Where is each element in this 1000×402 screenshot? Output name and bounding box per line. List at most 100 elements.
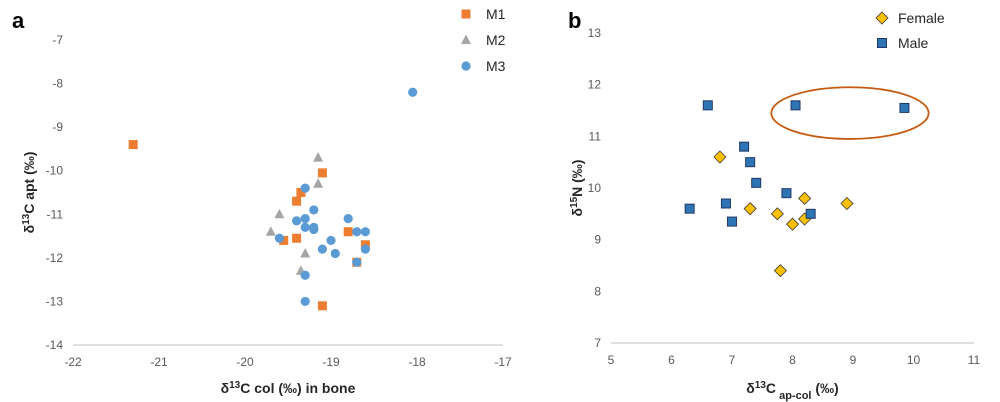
data-point	[727, 216, 737, 227]
panel-label: a	[12, 8, 25, 33]
data-point	[773, 264, 787, 278]
x-tick-label: 6	[668, 353, 675, 367]
panel-label: b	[568, 8, 581, 33]
series-male	[684, 100, 910, 227]
legend-marker	[461, 61, 471, 71]
y-tick-label: 7	[594, 336, 601, 350]
x-tick-label: -21	[150, 355, 168, 369]
x-tick-label: -20	[236, 355, 254, 369]
data-point	[343, 227, 353, 237]
data-point	[292, 216, 302, 226]
data-point	[313, 178, 324, 188]
data-point	[745, 157, 756, 168]
y-tick-label: 12	[588, 78, 602, 92]
axis-title-part: C apt (‰)	[21, 152, 37, 214]
data-point	[790, 100, 801, 111]
x-tick-label: -17	[494, 355, 512, 369]
data-point	[309, 224, 319, 235]
data-point	[313, 152, 324, 162]
data-point	[713, 150, 727, 164]
legend-marker	[877, 38, 887, 48]
data-point	[300, 214, 310, 224]
data-point	[317, 168, 327, 178]
y-tick-label: 11	[589, 129, 602, 143]
y-tick-label: -12	[46, 251, 64, 265]
axis-title-part: 13	[229, 380, 241, 391]
data-point	[317, 301, 327, 311]
data-point	[408, 87, 418, 97]
x-tick-label: 7	[729, 353, 736, 367]
legend-label: M1	[486, 6, 506, 22]
y-tick-label: -8	[52, 77, 63, 91]
series-m3	[274, 87, 418, 307]
legend-marker	[461, 9, 471, 19]
data-point	[300, 270, 310, 280]
axis-title-part: 15	[569, 196, 580, 208]
data-point	[781, 188, 792, 199]
data-point	[292, 196, 302, 206]
x-tick-label: -19	[322, 355, 340, 369]
axis-title-part: δ	[21, 225, 37, 234]
legend-label: M3	[486, 58, 506, 74]
y-axis-title: δ15N (‰)	[569, 160, 586, 217]
data-point	[798, 191, 812, 205]
y-axis-title: δ13C apt (‰)	[21, 152, 38, 234]
y-tick-label: 10	[588, 181, 602, 195]
data-point	[300, 183, 310, 193]
data-point	[352, 257, 362, 267]
data-point	[128, 140, 138, 150]
data-point	[770, 207, 784, 221]
data-point	[360, 244, 370, 254]
data-point	[317, 244, 327, 254]
legend-label: Male	[898, 35, 929, 51]
legend-label: Female	[898, 10, 945, 26]
data-point	[265, 226, 276, 236]
data-point	[684, 203, 695, 214]
chart-panel-a: a -22 -21 -20 -19 -18 -17 -14 -13 -12 -11 -10 -9 -8 -7…	[12, 6, 512, 396]
axis-title-part: δ	[746, 380, 755, 396]
legend-marker	[461, 34, 471, 44]
data-point	[785, 217, 800, 231]
x-tick-label: -18	[408, 355, 426, 369]
y-tick-label: -7	[52, 33, 63, 47]
legend-label: M2	[486, 32, 506, 48]
data-point	[309, 205, 319, 215]
y-tick-label: -9	[52, 120, 63, 134]
y-tick-label: -11	[47, 207, 64, 221]
data-point	[292, 233, 302, 243]
axis-title-part: (‰)	[811, 380, 838, 396]
x-tick-label: 8	[789, 353, 796, 367]
x-tick-label: 9	[850, 353, 857, 367]
y-tick-label: 9	[594, 233, 601, 247]
legend-marker	[875, 11, 889, 25]
axis-title-part: C	[766, 380, 776, 396]
y-tick-label: -14	[46, 338, 64, 352]
y-tick-label: 8	[594, 284, 601, 298]
data-point	[343, 214, 353, 224]
data-point	[720, 198, 731, 209]
series-m1	[128, 140, 370, 311]
axis-title-part: 13	[755, 380, 767, 391]
data-point	[352, 227, 362, 237]
data-point	[840, 196, 854, 211]
data-point	[274, 208, 285, 219]
series-female	[713, 150, 854, 278]
data-point	[300, 296, 310, 307]
data-point	[743, 202, 757, 216]
series-m2	[265, 152, 324, 275]
axis-title-part: ap-col	[776, 390, 811, 402]
x-tick-label: 11	[968, 353, 981, 367]
data-point	[805, 208, 816, 219]
data-point	[300, 222, 310, 232]
data-point	[360, 227, 370, 237]
data-point	[326, 235, 336, 246]
y-tick-label: -13	[46, 294, 64, 308]
data-point	[751, 177, 762, 188]
y-tick-label: 13	[588, 26, 602, 40]
highlight-ellipse	[770, 86, 930, 140]
data-point	[739, 141, 750, 152]
axis-title-part: δ	[221, 380, 230, 396]
data-point	[279, 235, 289, 245]
